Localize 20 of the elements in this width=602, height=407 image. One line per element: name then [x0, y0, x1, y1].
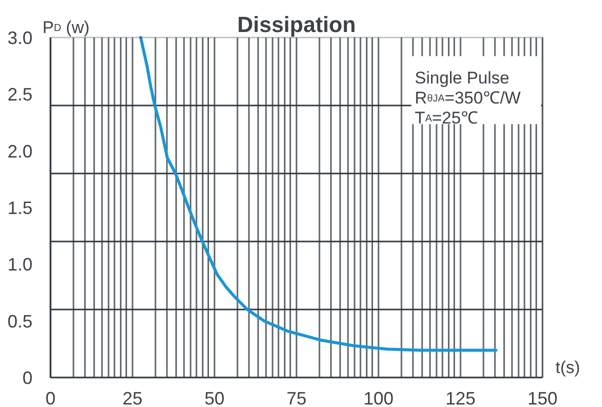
x-tick-label: 125 [445, 388, 476, 407]
y-tick-label: 1.5 [7, 198, 33, 218]
y-tick-label: 3.0 [7, 28, 33, 48]
annotation: TA=25℃ [414, 108, 478, 128]
x-tick-label: 100 [363, 388, 394, 407]
x-tick-label: 75 [286, 388, 307, 407]
y-tick-label: 2.5 [7, 84, 33, 105]
x-tick-label: 50 [204, 388, 225, 407]
annotation: Single Pulse [414, 68, 510, 88]
y-tick-label: 0 [22, 368, 33, 388]
y-axis-title: PD (w) [42, 18, 90, 37]
annotation: RθJA=350℃/W [414, 88, 521, 108]
x-axis-title: t(s) [556, 358, 580, 377]
y-tick-label: 0.5 [7, 311, 33, 332]
x-tick-label: 150 [527, 388, 558, 407]
x-tick-label: 25 [122, 388, 143, 407]
y-tick-label: 2.0 [7, 141, 33, 162]
x-tick-label: 0 [45, 388, 56, 407]
y-tick-label: 1.0 [7, 254, 33, 275]
chart-title: Dissipation [237, 12, 356, 37]
